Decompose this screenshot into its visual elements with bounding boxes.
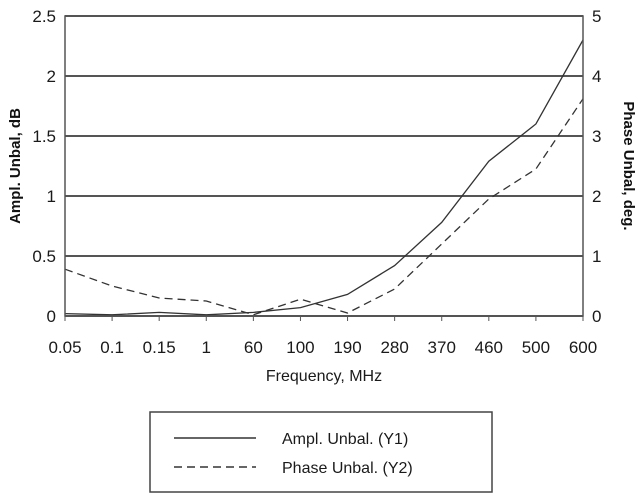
y-tick-label-right: 1 xyxy=(592,247,601,266)
x-tick-label: 370 xyxy=(428,338,456,357)
series-lines xyxy=(64,39,584,316)
x-tick-label: 0.05 xyxy=(48,338,81,357)
x-tick-label: 0.15 xyxy=(143,338,176,357)
legend-label-ampl: Ampl. Unbal. (Y1) xyxy=(282,431,408,448)
y-tick-label-right: 3 xyxy=(592,127,601,146)
y-tick-label-right: 0 xyxy=(592,307,601,326)
grid-lines xyxy=(65,15,583,317)
x-tick-label: 1 xyxy=(202,338,211,357)
x-axis-label: Frequency, MHz xyxy=(266,368,382,385)
x-tick-label: 460 xyxy=(475,338,503,357)
y-axis-left-label: Ampl. Unbal, dB xyxy=(7,108,24,224)
x-tick-label: 100 xyxy=(286,338,314,357)
x-tick-label: 190 xyxy=(333,338,361,357)
y-tick-label-right: 5 xyxy=(592,7,601,26)
y-tick-label-right: 2 xyxy=(592,187,601,206)
legend-box xyxy=(149,411,493,493)
x-axis-ticks: 0.05 0.1 0.15 1 60 100 190 280 370 460 500 600 xyxy=(48,316,597,357)
plot-frame xyxy=(64,15,584,317)
y-axis-right-label: Phase Unbal, deg. xyxy=(620,101,637,230)
y-tick-label-left: 2 xyxy=(47,67,56,86)
y-tick-label-left: 0.5 xyxy=(32,247,56,266)
y-axis-left-ticks: 0 0.5 1 1.5 2 2.5 xyxy=(32,7,56,326)
y-tick-label-right: 4 xyxy=(592,67,601,86)
y-tick-label-left: 0 xyxy=(47,307,56,326)
legend-label-phase: Phase Unbal. (Y2) xyxy=(282,460,413,477)
y-axis-right-ticks: 0 1 2 3 4 5 xyxy=(592,7,601,326)
y-tick-label-left: 1 xyxy=(47,187,56,206)
legend: Ampl. Unbal. (Y1) Phase Unbal. (Y2) xyxy=(149,411,493,493)
series-line-phase-unbal xyxy=(64,98,584,316)
x-tick-label: 0.1 xyxy=(100,338,124,357)
y-tick-label-left: 2.5 xyxy=(32,7,56,26)
x-tick-label: 500 xyxy=(522,338,550,357)
x-tick-label: 60 xyxy=(244,338,263,357)
y-tick-label-left: 1.5 xyxy=(32,127,56,146)
x-tick-label: 600 xyxy=(569,338,597,357)
x-tick-label: 280 xyxy=(380,338,408,357)
series-line-ampl-unbal xyxy=(64,39,584,316)
